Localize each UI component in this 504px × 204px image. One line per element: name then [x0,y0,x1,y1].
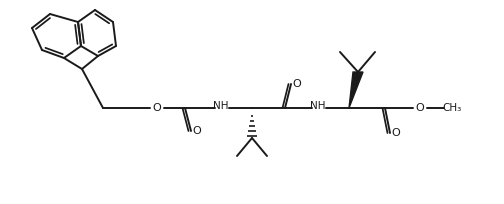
Text: O: O [416,103,424,113]
Text: O: O [193,126,202,136]
Text: O: O [153,103,161,113]
Text: O: O [293,79,301,89]
Polygon shape [349,72,363,108]
Text: NH: NH [310,101,326,111]
Text: O: O [392,128,400,138]
Text: CH₃: CH₃ [443,103,462,113]
Text: NH: NH [213,101,229,111]
